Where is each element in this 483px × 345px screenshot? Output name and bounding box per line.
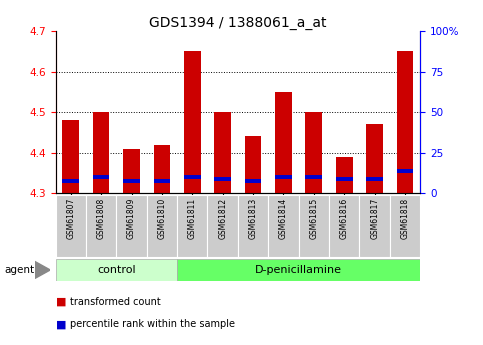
Text: D-penicillamine: D-penicillamine [255,265,342,275]
Text: GSM61814: GSM61814 [279,198,288,239]
Bar [62,179,79,183]
Bar [275,92,292,193]
Text: GSM61812: GSM61812 [218,198,227,239]
Bar [366,124,383,193]
FancyBboxPatch shape [390,195,420,257]
Text: ■: ■ [56,297,66,307]
Text: agent: agent [5,265,35,275]
FancyBboxPatch shape [329,195,359,257]
Bar [245,136,261,193]
FancyBboxPatch shape [177,259,420,281]
Bar [305,175,322,179]
Bar [93,112,110,193]
FancyBboxPatch shape [56,259,177,281]
Text: control: control [97,265,136,275]
Text: ■: ■ [56,319,66,329]
Bar [184,51,200,193]
FancyBboxPatch shape [359,195,390,257]
Bar [336,157,353,193]
Text: GSM61818: GSM61818 [400,198,410,239]
Text: GSM61817: GSM61817 [370,198,379,239]
Bar [214,112,231,193]
Text: GSM61807: GSM61807 [66,198,75,239]
FancyBboxPatch shape [268,195,298,257]
Bar [336,177,353,181]
Bar [93,175,110,179]
Text: percentile rank within the sample: percentile rank within the sample [70,319,235,329]
FancyBboxPatch shape [177,195,208,257]
Bar [123,149,140,193]
Text: GSM61815: GSM61815 [309,198,318,239]
Bar [154,179,170,183]
Bar [275,175,292,179]
Text: transformed count: transformed count [70,297,161,307]
Polygon shape [35,262,50,278]
Bar [184,175,200,179]
FancyBboxPatch shape [116,195,147,257]
Bar [397,51,413,193]
Bar [214,177,231,181]
Text: GSM61816: GSM61816 [340,198,349,239]
Bar [123,179,140,183]
Text: GSM61813: GSM61813 [249,198,257,239]
Text: GSM61811: GSM61811 [188,198,197,239]
Text: GSM61808: GSM61808 [97,198,106,239]
Bar [397,169,413,173]
Bar [245,179,261,183]
Bar [62,120,79,193]
Text: GSM61809: GSM61809 [127,198,136,239]
Bar [154,145,170,193]
FancyBboxPatch shape [86,195,116,257]
FancyBboxPatch shape [56,195,86,257]
FancyBboxPatch shape [208,195,238,257]
Text: GSM61810: GSM61810 [157,198,167,239]
FancyBboxPatch shape [147,195,177,257]
Title: GDS1394 / 1388061_a_at: GDS1394 / 1388061_a_at [149,16,327,30]
FancyBboxPatch shape [238,195,268,257]
FancyBboxPatch shape [298,195,329,257]
Bar [305,112,322,193]
Bar [366,177,383,181]
